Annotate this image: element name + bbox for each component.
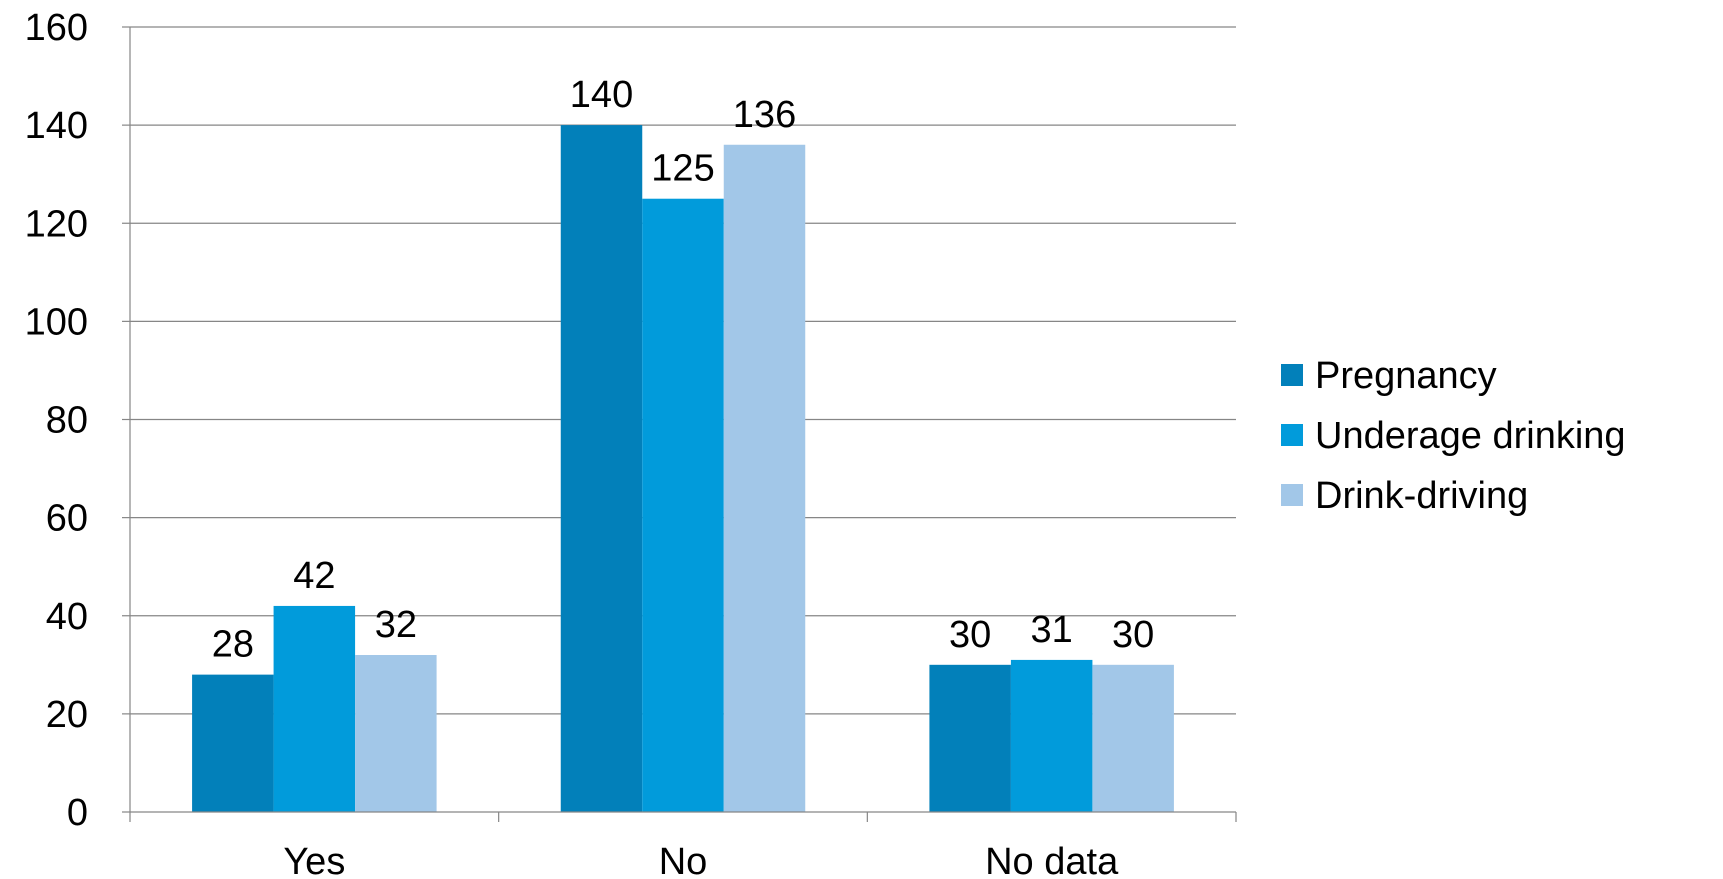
- legend-label: Underage drinking: [1315, 415, 1626, 457]
- legend-swatch: [1281, 484, 1303, 506]
- data-label: 30: [949, 614, 991, 656]
- data-label: 140: [570, 74, 633, 116]
- data-label: 32: [375, 604, 417, 646]
- data-labels: 28 42 32 140 125 136 30 31 30: [212, 74, 1155, 666]
- data-label: 42: [293, 555, 335, 597]
- y-axis-tick-labels: 0 20 40 60 80 100 120 140 160: [25, 7, 88, 834]
- data-label: 125: [651, 148, 714, 190]
- legend-swatch: [1281, 424, 1303, 446]
- y-tick-label: 100: [25, 301, 88, 343]
- bar: [1010, 659, 1093, 812]
- bar: [929, 664, 1011, 812]
- bar: [273, 605, 356, 812]
- data-label: 31: [1031, 609, 1073, 651]
- bar: [355, 655, 437, 812]
- y-tick-label: 40: [46, 596, 88, 638]
- data-label: 30: [1112, 614, 1154, 656]
- legend-swatch: [1281, 364, 1303, 386]
- x-tick-label: No: [659, 841, 708, 879]
- y-tick-label: 160: [25, 7, 88, 49]
- y-tick-label: 60: [46, 498, 88, 540]
- bar: [723, 144, 806, 812]
- legend-label: Drink-driving: [1315, 475, 1528, 517]
- legend: Pregnancy Underage drinking Drink-driving: [1281, 355, 1626, 517]
- y-tick-label: 20: [46, 694, 88, 736]
- y-tick-label: 120: [25, 203, 88, 245]
- y-tick-label: 0: [67, 792, 88, 834]
- bar: [560, 125, 643, 812]
- legend-label: Pregnancy: [1315, 355, 1497, 397]
- x-tick-label: No data: [985, 841, 1119, 879]
- bars: [192, 125, 1174, 812]
- x-axis-tick-labels: Yes No No data: [283, 841, 1119, 879]
- bar: [1092, 664, 1174, 812]
- bar: [642, 198, 724, 812]
- axes: [122, 26, 1237, 822]
- bar: [192, 674, 274, 812]
- x-tick-label: Yes: [283, 841, 345, 879]
- data-label: 136: [733, 94, 796, 136]
- y-tick-label: 80: [46, 400, 88, 442]
- y-tick-label: 140: [25, 105, 88, 147]
- data-label: 28: [212, 624, 254, 666]
